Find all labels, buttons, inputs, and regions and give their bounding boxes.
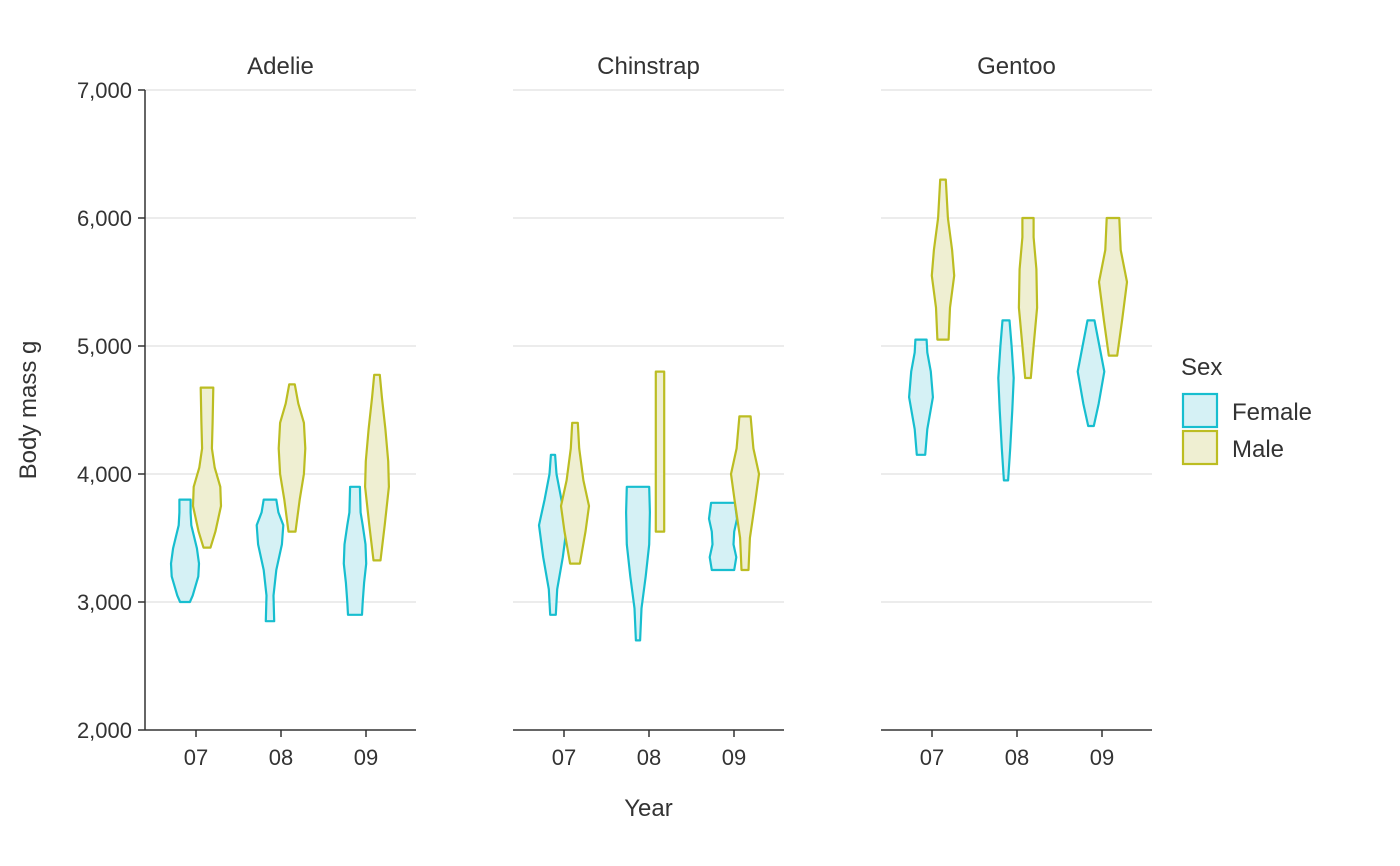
x-tick-label: 09 [354,745,378,770]
legend-label-male: Male [1232,436,1284,463]
legend-label-female: Female [1232,399,1312,426]
violin-gentoo-07-male [930,178,956,341]
violin-adelie-09-male [364,373,390,562]
violin-chinstrap-08-male [654,370,666,533]
violin-gentoo-09-female [1076,319,1106,428]
y-tick-label: 7,000 [77,78,132,103]
violin-adelie-07-female [169,498,201,604]
x-tick-label: 08 [269,745,293,770]
x-tick-label: 09 [1090,745,1114,770]
violin-chinstrap-09-male [729,415,761,572]
violin-adelie-07-male [191,386,223,549]
x-tick-label: 07 [184,745,208,770]
violin-gentoo-07-female [908,338,934,456]
facet-title: Chinstrap [597,53,700,80]
y-tick-label: 6,000 [77,206,132,231]
violin-gentoo-09-male [1097,216,1129,357]
facet-adelie: Adelie 07 08 09 [145,53,416,770]
legend-swatch-female [1181,392,1219,429]
y-tick-label: 5,000 [77,334,132,359]
facet-panels: Adelie 07 08 09 Chinstrap 07 08 09 Gentoo 07 08 09 [145,53,1152,770]
facet-chinstrap: Chinstrap 07 08 09 [513,53,784,770]
violin-gentoo-08-female [997,319,1015,482]
violin-adelie-08-female [255,498,285,623]
violin-adelie-09-female [342,485,368,616]
facet-title: Adelie [247,53,314,80]
x-tick-label: 09 [722,745,746,770]
x-tick-label: 08 [637,745,661,770]
violin-chinstrap-09-female [707,501,739,572]
violin-gentoo-08-male [1017,216,1039,380]
x-axis-title: Year [624,795,673,822]
violin-chinstrap-07-male [559,421,591,565]
legend-swatch-male [1181,429,1219,466]
facet-title: Gentoo [977,53,1056,80]
x-tick-label: 07 [552,745,576,770]
legend: Sex Female Male [1181,354,1312,466]
y-tick-label: 2,000 [77,718,132,743]
y-axis-title: Body mass g [15,341,42,480]
violin-chinstrap-07-female [537,453,569,616]
x-tick-label: 07 [920,745,944,770]
y-axis: 2,000 3,000 4,000 5,000 6,000 7,000 [77,78,146,743]
facet-gentoo: Gentoo 07 08 09 [881,53,1152,770]
x-tick-label: 08 [1005,745,1029,770]
y-tick-label: 4,000 [77,462,132,487]
legend-title: Sex [1181,354,1222,381]
violin-chinstrap-08-female [625,485,651,642]
violin-adelie-08-male [277,383,307,533]
y-tick-label: 3,000 [77,590,132,615]
